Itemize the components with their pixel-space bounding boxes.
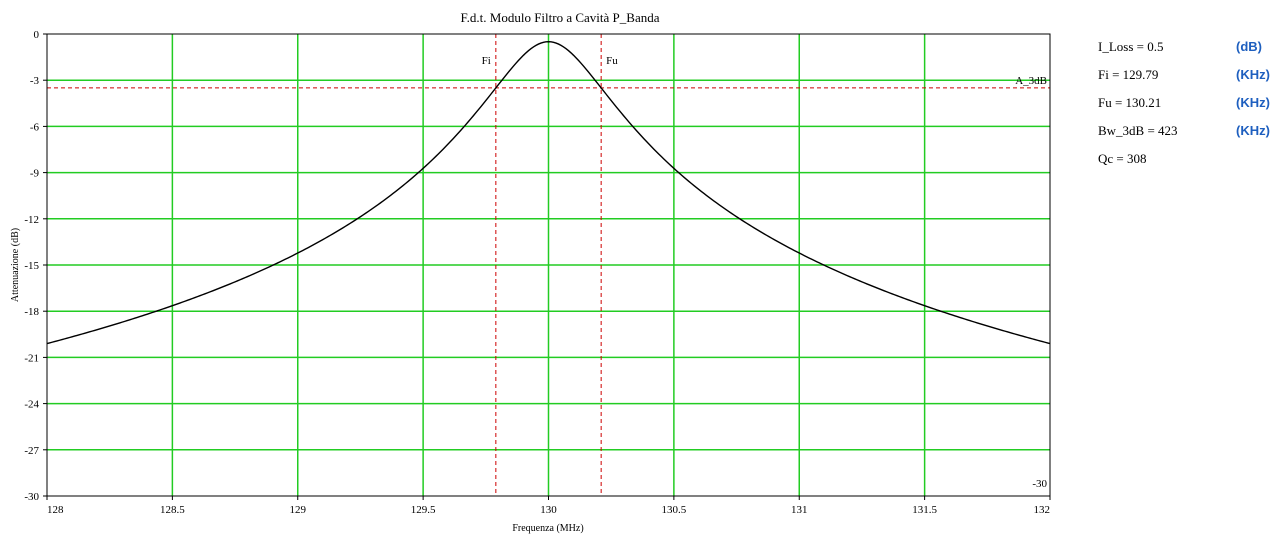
y-axis-label: Attenuazione (dB) [10,228,21,302]
chart-title: F.d.t. Modulo Filtro a Cavità P_Banda [460,10,659,25]
attenuation-chart: F.d.t. Modulo Filtro a Cavità P_Banda At… [10,10,1051,534]
x-tick-label: 129.5 [411,504,436,516]
corner-value-label: -30 [1032,478,1047,490]
x-tick-label: 129 [290,504,307,516]
param-unit: (KHz) [1236,123,1270,138]
param-value: Bw_3dB = 423 [1098,123,1178,138]
y-tick-label: -3 [30,75,40,87]
param-row: Qc = 308 [1098,150,1284,178]
x-tick-label: 128.5 [160,504,185,516]
param-value: Qc = 308 [1098,151,1147,166]
parameters-panel: I_Loss = 0.5 (dB) Fi = 129.79 (KHz) Fu = 130… [1098,38,1284,178]
y-tick-label: -27 [24,445,39,457]
param-row: I_Loss = 0.5 (dB) [1098,38,1284,66]
param-value: I_Loss = 0.5 [1098,39,1164,54]
y-tick-label: -21 [24,352,39,364]
param-unit: (dB) [1236,39,1262,54]
marker-label-fu: Fu [606,55,618,67]
param-value: Fi = 129.79 [1098,67,1159,82]
y-tick-label: -12 [24,214,39,226]
y-tick-label: 0 [34,29,40,41]
y-tick-label: -18 [24,306,39,318]
param-value: Fu = 130.21 [1098,95,1162,110]
y-tick-label: -15 [24,260,39,272]
y-tick-label: -24 [24,399,39,411]
param-row: Fi = 129.79 (KHz) [1098,66,1284,94]
y-tick-label: -30 [24,491,39,503]
x-tick-label: 130 [540,504,557,516]
x-tick-label: 131 [791,504,808,516]
x-tick-label: 128 [47,504,64,516]
marker-lines [47,34,1050,496]
x-tick-label: 132 [1034,504,1051,516]
axis-ticks: 128 128.5 129 129.5 130 130.5 131 131.5 132 0 -3 -6… [24,29,1051,516]
marker-label-fi: Fi [482,55,491,67]
x-tick-label: 131.5 [912,504,937,516]
x-axis-label: Frequenza (MHz) [512,523,583,534]
attenuation-curve [46,40,1051,345]
x-tick-label: 130.5 [662,504,687,516]
marker-labels: Fi Fu A_3dB -30 [482,55,1048,490]
param-row: Bw_3dB = 423 (KHz) [1098,122,1284,150]
grid [47,34,1050,496]
marker-label-a3db: A_3dB [1015,75,1047,87]
param-unit: (KHz) [1236,67,1270,82]
param-row: Fu = 130.21 (KHz) [1098,94,1284,122]
param-unit: (KHz) [1236,95,1270,110]
y-tick-label: -6 [30,121,40,133]
y-tick-label: -9 [30,168,40,180]
